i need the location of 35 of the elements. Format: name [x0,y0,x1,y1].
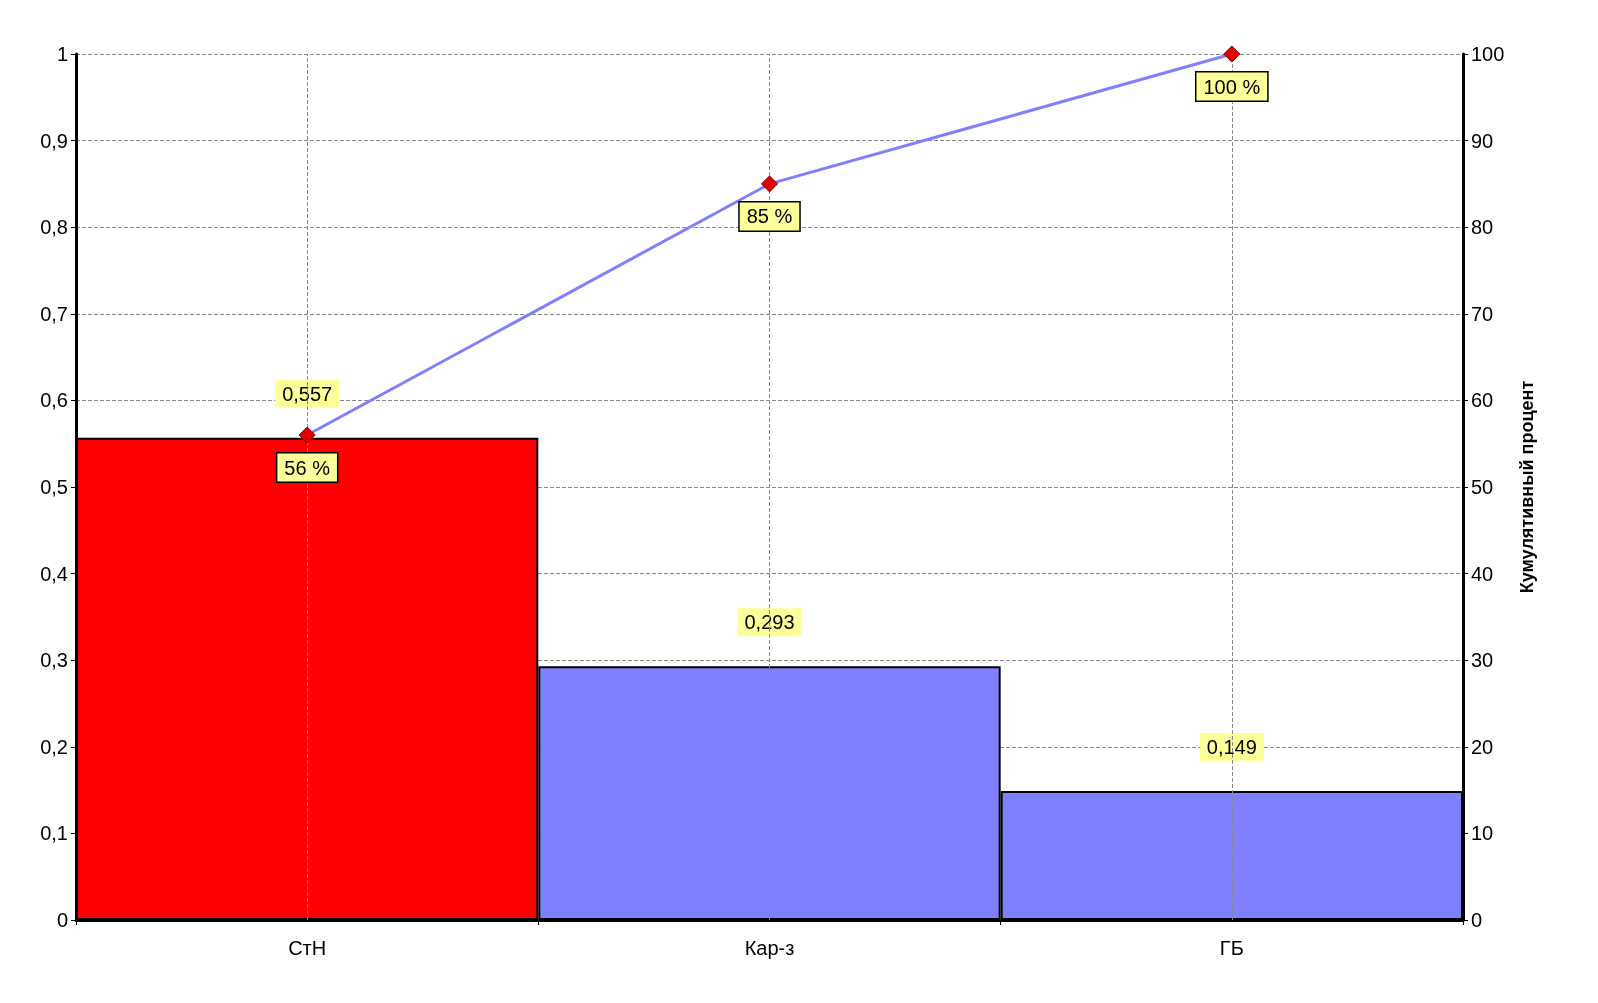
data-label: 56 % [284,456,331,479]
y-tick-label: 0,5 [40,476,68,498]
y2-tick-label: 50 [1471,476,1494,498]
x-tick-label: ГБ [1219,937,1244,959]
y-tick-label: 0,4 [40,562,68,585]
data-label: 0,149 [1206,735,1257,758]
y2-tick-label: 90 [1471,129,1494,152]
y-tick-label: 0,3 [40,649,68,672]
y2-tick-label: 80 [1471,216,1494,239]
x-tick-label: Кар-з [744,937,795,959]
data-label: 0,293 [744,611,795,634]
y-tick-label: 0,6 [40,389,68,412]
point [1223,45,1241,63]
y-tick-label: 0,9 [40,129,68,152]
data-label: 100 % [1203,75,1261,98]
y2-tick-label: 70 [1471,302,1494,325]
y-tick-label: 1 [56,43,68,65]
y2-tick-label: 0 [1471,909,1483,931]
y-tick-label: 0,8 [40,216,68,239]
y2-tick-label: 60 [1471,389,1494,412]
y-tick-label: 0 [56,909,68,931]
y-tick-label: 0,1 [40,822,68,845]
y-tick-label: 0,7 [40,302,68,325]
y-tick-label: 0,2 [40,735,68,758]
y2-tick-label: 20 [1471,735,1494,758]
x-tick-label: СтН [288,937,327,959]
data-label: 85 % [746,205,793,228]
y2-axis-title: Кумулятивный процент [1517,380,1537,594]
y2-tick-label: 40 [1471,562,1494,585]
point [761,175,778,193]
data-label: 0,557 [282,382,333,405]
y2-tick-label: 30 [1471,649,1494,672]
point [298,426,316,444]
y2-tick-label: 10 [1471,822,1494,845]
y2-tick-label: 100 [1471,43,1505,65]
